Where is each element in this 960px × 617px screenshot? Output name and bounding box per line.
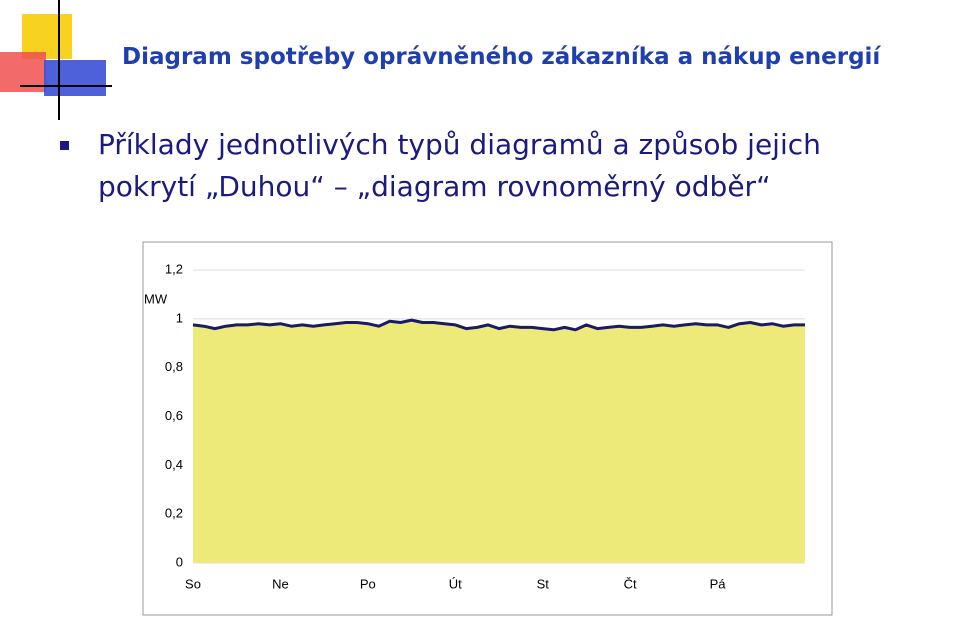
x-tick-label: Út	[449, 576, 462, 591]
y-tick-label: 0,4	[165, 457, 183, 472]
x-tick-label: Po	[360, 576, 376, 591]
y-tick-label: 0,2	[165, 506, 183, 521]
y-tick-label: 0,6	[165, 408, 183, 423]
x-tick-label: Ne	[272, 576, 289, 591]
decor-blue	[44, 60, 106, 96]
line	[192, 318, 805, 332]
x-tick-label: Čt	[624, 576, 637, 591]
bullet-marker	[60, 141, 69, 150]
y-tick-label: 0,8	[165, 359, 183, 374]
y-axis-label: MW	[144, 291, 168, 306]
area	[193, 320, 805, 563]
y-tick-label: 1	[176, 310, 183, 325]
x-tick-label: So	[185, 576, 201, 591]
x-tick-label: Pá	[710, 576, 727, 591]
slide-title: Diagram spotřeby oprávněného zákazníka a…	[122, 44, 881, 70]
bullet: Příklady jednotlivých typů diagramů a zp…	[98, 124, 821, 208]
bullet-line: pokrytí „Duhou“ – „diagram rovnoměrný od…	[98, 170, 771, 203]
bullet-line: Příklady jednotlivých typů diagramů a zp…	[98, 128, 821, 161]
y-tick-label: 1,2	[165, 261, 183, 276]
x-tick-label: St	[537, 576, 550, 591]
y-tick-label: 0	[176, 554, 183, 569]
decor-yellow	[22, 14, 72, 59]
